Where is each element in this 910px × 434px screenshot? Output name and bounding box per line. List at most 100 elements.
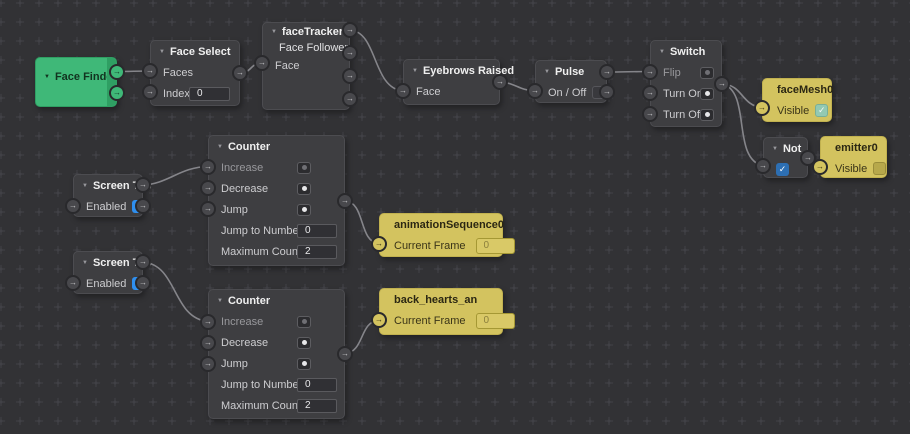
wire[interactable]	[349, 29, 404, 92]
input-label-turn-off: Turn Off	[663, 108, 703, 121]
port-out-eyebrows[interactable]: →	[492, 74, 508, 90]
port-out-counter1[interactable]: →	[337, 192, 353, 209]
node-title: Not	[782, 142, 802, 155]
input-label-current-frame: Current Frame	[394, 239, 466, 252]
node-title: Switch	[669, 45, 706, 58]
wire[interactable]	[721, 82, 764, 167]
port-in-pulse-on-off[interactable]: →	[527, 83, 543, 99]
port-in-face-select-index[interactable]: →	[142, 84, 158, 100]
index-value-input[interactable]	[189, 86, 230, 101]
node-face-finder[interactable]: ▼ Face Finder	[35, 57, 117, 107]
port-out-pulse-1[interactable]: →	[599, 64, 615, 80]
collapse-caret-icon[interactable]: ▼	[772, 145, 778, 152]
flip-trigger-button[interactable]	[700, 66, 714, 79]
increase-trigger-button[interactable]	[297, 315, 311, 328]
collapse-caret-icon[interactable]: ▼	[159, 48, 165, 55]
wire[interactable]	[142, 165, 209, 186]
port-out-screentap2-1[interactable]: →	[135, 254, 151, 270]
jump-trigger-button[interactable]	[297, 203, 311, 216]
port-out-facetracker-1[interactable]: →	[342, 22, 358, 38]
node-screen-tap-2[interactable]: ▼ Screen Tap Enabled ✓	[73, 251, 151, 294]
node-screen-tap-1[interactable]: ▼ Screen Tap Enabled ✓	[73, 174, 151, 217]
decrease-trigger-button[interactable]	[297, 182, 311, 195]
port-out-facetracker-2[interactable]: →	[342, 45, 358, 61]
turn-off-trigger-button[interactable]	[700, 108, 714, 121]
node-facemesh0[interactable]: faceMesh0 Visible ✓	[762, 78, 833, 122]
node-eyebrows-raised[interactable]: ▼ Eyebrows Raised Face	[403, 59, 514, 105]
node-counter-2[interactable]: ▼ Counter Increase Decrease Jump Jump to…	[208, 289, 345, 419]
port-in-counter2-decrease[interactable]: →	[200, 334, 216, 351]
port-out-pulse-2[interactable]: →	[599, 84, 615, 100]
port-in-facetracker-face[interactable]: →	[254, 55, 270, 71]
node-emitter0[interactable]: emitter0 Visible	[820, 136, 887, 178]
port-in-not[interactable]: →	[755, 158, 771, 174]
port-in-switch-turn-on[interactable]: →	[642, 84, 658, 101]
input-label-increase: Increase	[221, 315, 264, 328]
collapse-caret-icon[interactable]: ▼	[44, 73, 50, 80]
node-pulse[interactable]: ▼ Pulse On / Off	[535, 60, 607, 103]
port-in-counter1-decrease[interactable]: →	[200, 179, 216, 196]
node-counter-1[interactable]: ▼ Counter Increase Decrease Jump Jump to…	[208, 135, 345, 266]
collapse-caret-icon[interactable]: ▼	[82, 182, 88, 189]
current-frame-input[interactable]	[475, 237, 515, 254]
input-label-current-frame: Current Frame	[394, 314, 466, 327]
node-switch[interactable]: ▼ Switch Flip Turn On Turn Off	[650, 40, 722, 127]
port-out-screentap1-2[interactable]: →	[135, 198, 151, 214]
collapse-caret-icon[interactable]: ▼	[412, 67, 418, 74]
collapse-caret-icon[interactable]: ▼	[217, 297, 223, 304]
collapse-caret-icon[interactable]: ▼	[659, 48, 665, 55]
port-in-eyebrows-face[interactable]: →	[395, 83, 411, 99]
maximum-count-input[interactable]	[297, 398, 337, 413]
not-value-checkbox[interactable]: ✓	[776, 163, 789, 176]
input-label-jump-to-number: Jump to Number	[221, 224, 303, 237]
collapse-caret-icon[interactable]: ▼	[82, 259, 88, 266]
input-label-maximum-count: Maximum Count	[221, 245, 302, 258]
jump-trigger-button[interactable]	[297, 357, 311, 370]
node-back-hearts-an[interactable]: back_hearts_an Current Frame	[379, 288, 515, 335]
port-in-screentap2-enabled[interactable]: →	[65, 274, 81, 291]
node-face-select[interactable]: ▼ Face Select Faces Index	[150, 40, 240, 106]
node-title: Face Finder	[54, 70, 117, 83]
jump-to-number-input[interactable]	[297, 377, 337, 392]
increase-trigger-button[interactable]	[297, 161, 311, 174]
port-out-screentap1-1[interactable]: →	[135, 177, 151, 193]
visible-checkbox[interactable]	[873, 162, 887, 175]
port-out-screentap2-2[interactable]: →	[135, 275, 151, 291]
port-out-face-finder-2[interactable]: →	[109, 84, 125, 101]
visible-checkbox[interactable]: ✓	[815, 104, 829, 117]
current-frame-input[interactable]	[475, 312, 515, 329]
node-title: Counter	[227, 140, 271, 153]
turn-on-trigger-button[interactable]	[700, 87, 714, 100]
port-out-face-finder-1[interactable]: →	[109, 63, 125, 80]
maximum-count-input[interactable]	[297, 244, 337, 259]
collapse-caret-icon[interactable]: ▼	[217, 143, 223, 150]
port-out-switch[interactable]: →	[714, 75, 730, 92]
port-in-switch-flip[interactable]: →	[642, 63, 658, 80]
port-out-facetracker-4[interactable]: →	[342, 91, 358, 107]
port-out-facetracker-3[interactable]: →	[342, 68, 358, 84]
port-in-screentap1-enabled[interactable]: →	[65, 197, 81, 214]
port-in-counter1-jump[interactable]: →	[200, 200, 216, 217]
collapse-caret-icon[interactable]: ▼	[544, 68, 550, 75]
jump-to-number-input[interactable]	[297, 223, 337, 238]
port-in-facemesh-visible[interactable]: →	[754, 100, 770, 116]
node-title: Pulse	[554, 65, 585, 78]
port-in-backhearts-current-frame[interactable]: →	[371, 312, 387, 328]
port-in-counter2-jump[interactable]: →	[200, 355, 216, 372]
node-title: Counter	[227, 294, 271, 307]
decrease-trigger-button[interactable]	[297, 336, 311, 349]
port-in-counter1-increase[interactable]: →	[200, 158, 216, 175]
port-out-counter2[interactable]: →	[337, 346, 353, 362]
port-in-switch-turn-off[interactable]: →	[642, 105, 658, 122]
port-out-not[interactable]: →	[800, 149, 816, 166]
wire[interactable]	[142, 261, 209, 323]
port-in-emitter-visible[interactable]: →	[812, 159, 828, 175]
port-in-counter2-increase[interactable]: →	[200, 313, 216, 330]
port-in-face-select-faces[interactable]: →	[142, 63, 158, 79]
port-out-face-select[interactable]: →	[232, 65, 248, 81]
port-in-animationsequence-current-frame[interactable]: →	[371, 236, 387, 252]
node-animationsequence0[interactable]: animationSequence0 Current Frame	[379, 213, 515, 257]
node-facetracker0[interactable]: ▼ faceTracker0 Face Follower Face	[262, 22, 350, 110]
collapse-caret-icon[interactable]: ▼	[271, 29, 277, 35]
